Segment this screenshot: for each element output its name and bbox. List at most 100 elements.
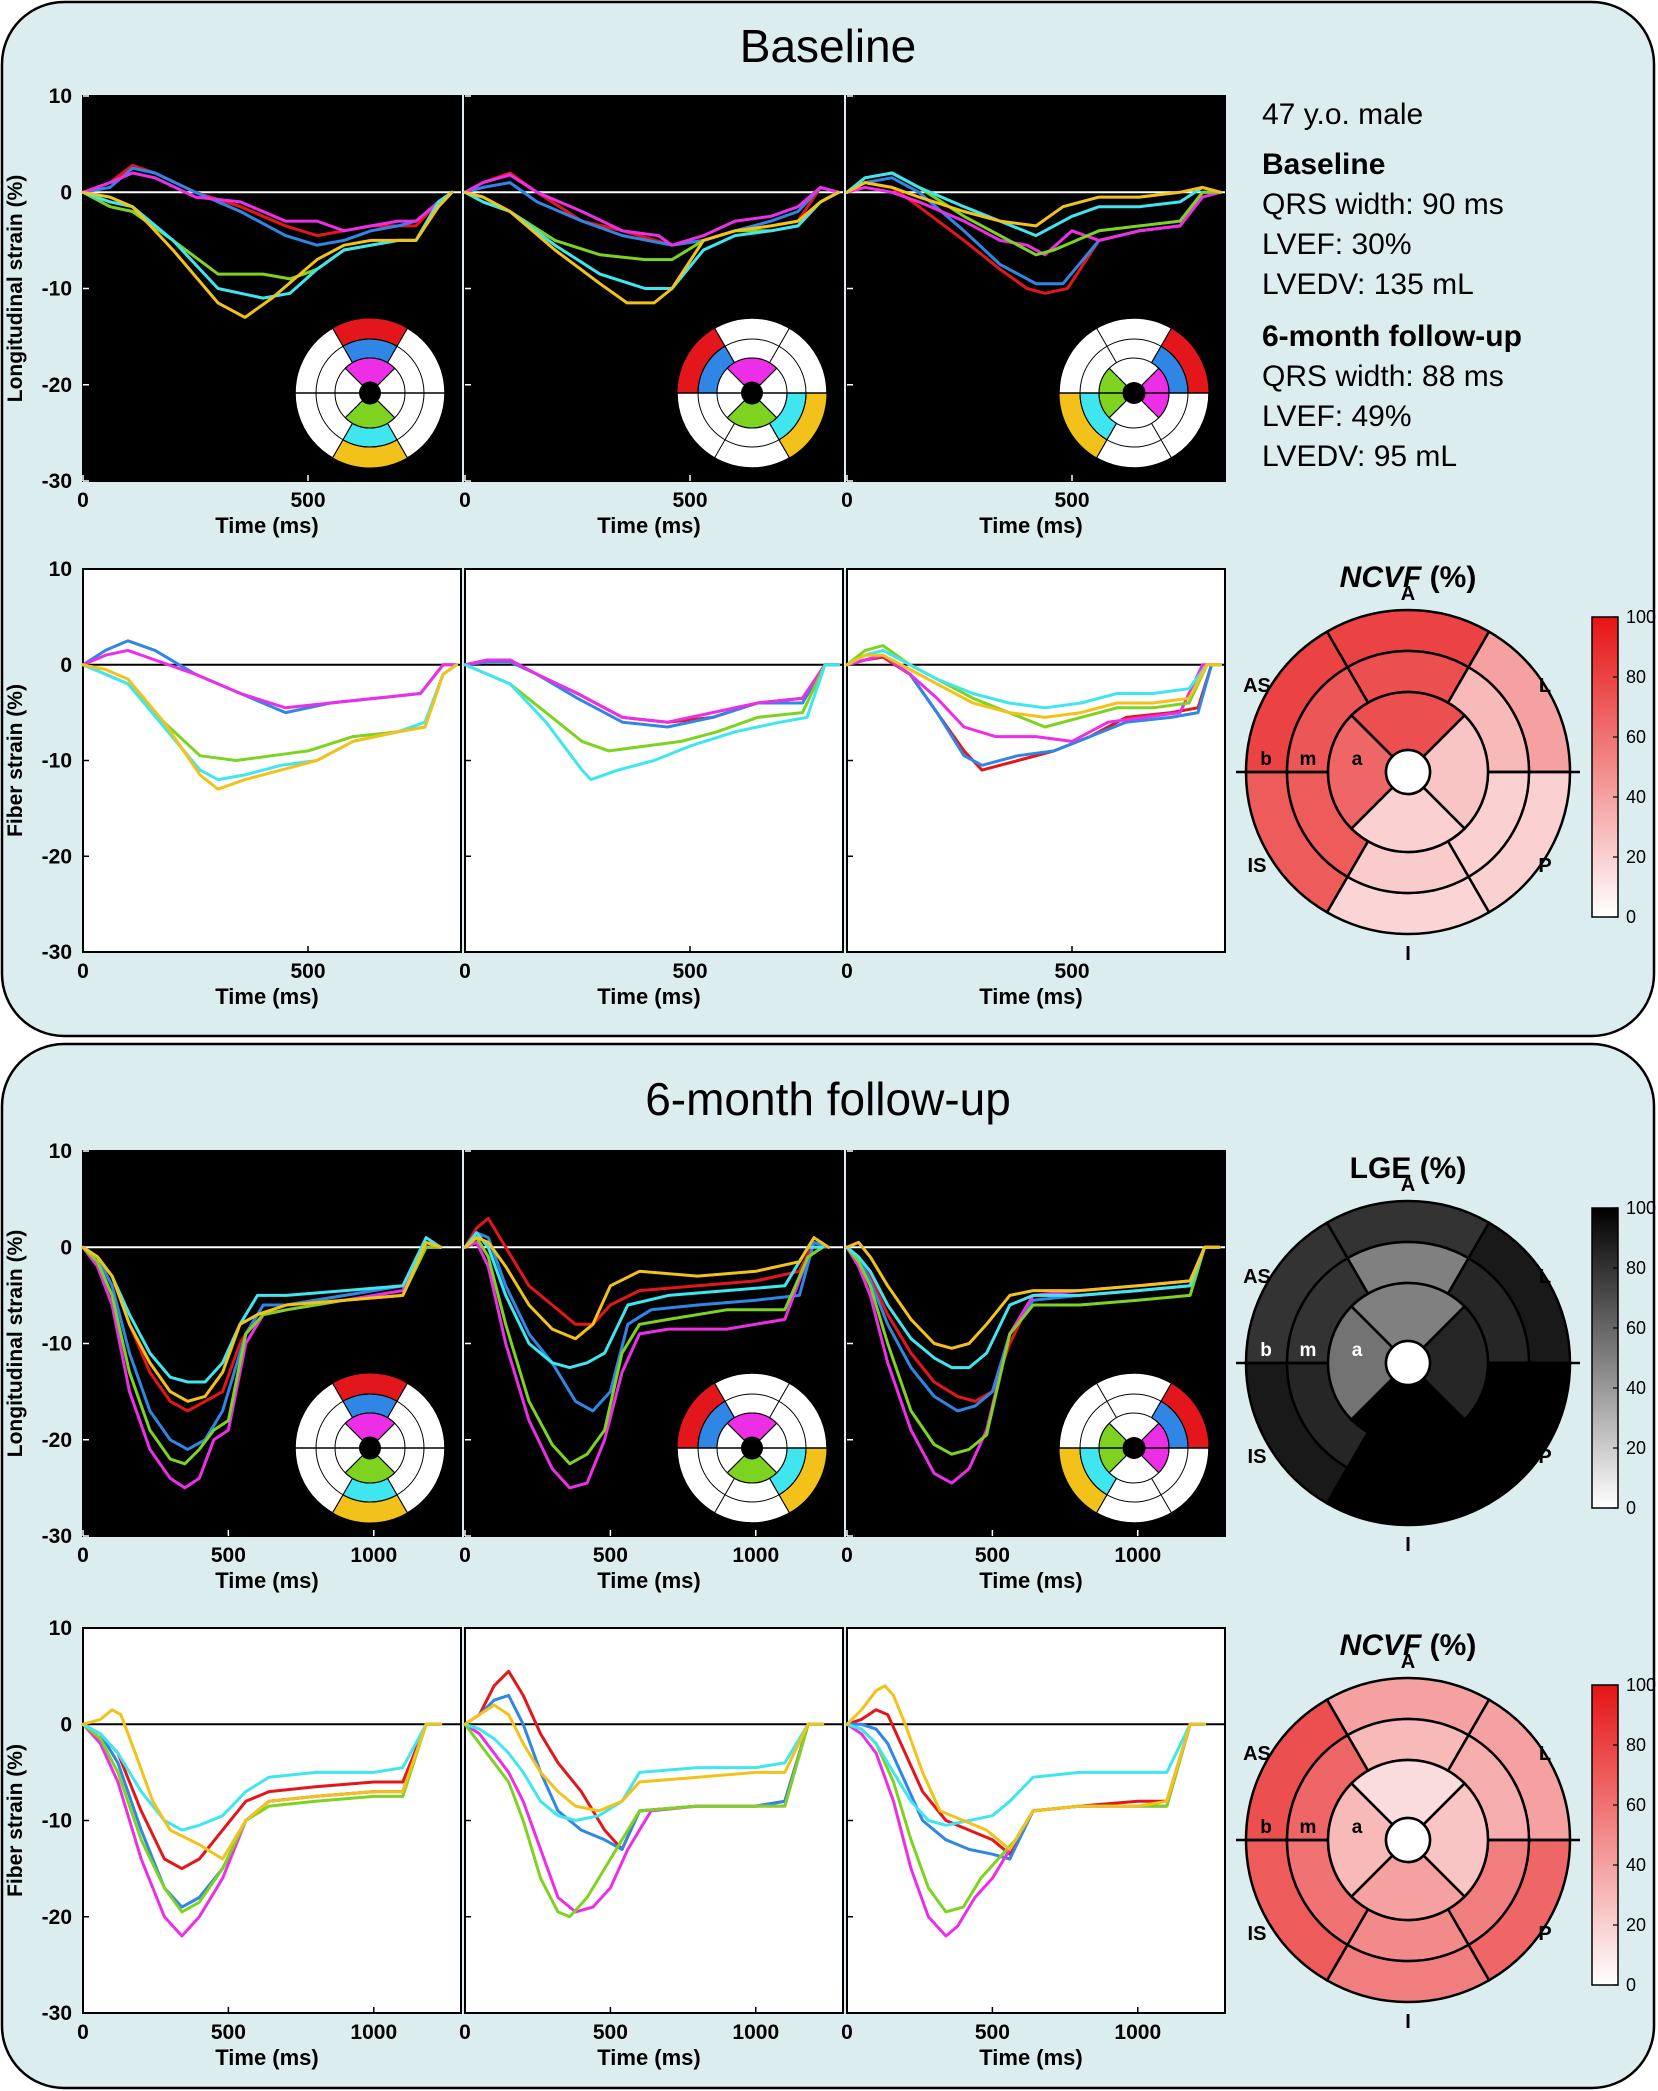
x-axis-label: Time (ms) xyxy=(597,513,701,538)
patient-info: 47 y.o. male Baseline QRS width: 90 ms L… xyxy=(1262,98,1522,473)
series-line-green xyxy=(81,1722,443,1914)
x-tick-label: 500 xyxy=(975,2021,1010,2044)
series-line-cyan xyxy=(463,1722,825,1822)
colorbar-tick-label: 0 xyxy=(1626,907,1636,927)
mini-divider xyxy=(344,1422,363,1441)
mini-divider xyxy=(1108,400,1127,419)
x-tick-label: 0 xyxy=(459,960,471,983)
followup-qrs: QRS width: 88 ms xyxy=(1262,360,1504,393)
y-tick-label: -10 xyxy=(42,750,72,773)
bullseye-title-main: NCVF xyxy=(1340,1629,1422,1662)
series-line-cyan xyxy=(463,663,840,782)
label-posterior: P xyxy=(1538,855,1551,877)
label-lateral: L xyxy=(1539,1266,1551,1288)
mini-divider xyxy=(344,367,363,386)
colorbar-tick-label: 60 xyxy=(1626,1318,1646,1338)
segment-bullseye-icon xyxy=(1058,317,1210,469)
mini-divider xyxy=(1096,1478,1117,1514)
label-anterior: A xyxy=(1401,1651,1415,1673)
mini-divider xyxy=(332,1382,353,1418)
mini-divider xyxy=(1096,1382,1117,1418)
series-line-cyan xyxy=(463,1231,825,1370)
label-lateral: L xyxy=(1539,1743,1551,1765)
mini-divider xyxy=(377,400,396,419)
x-tick-label: 0 xyxy=(841,489,853,512)
series-line-yellow xyxy=(81,190,454,319)
plot-area xyxy=(846,1627,1226,2014)
colorbar-tick-label: 20 xyxy=(1626,1915,1646,1935)
label-inferior: I xyxy=(1405,1534,1411,1556)
baseline-lvedv: LVEDV: 135 mL xyxy=(1262,268,1474,301)
x-axis-label: Time (ms) xyxy=(979,1568,1083,1593)
mini-divider xyxy=(1151,1478,1172,1514)
title-baseline: Baseline xyxy=(740,20,916,72)
x-tick-label: 500 xyxy=(1054,960,1089,983)
x-tick-label: 500 xyxy=(290,489,325,512)
mini-divider xyxy=(769,327,790,363)
plot-panel-3-2: 0 500 1000 Time (ms) xyxy=(459,1150,844,1593)
series-line-magenta xyxy=(463,1240,825,1490)
y-axis-label: Longitudinal strain (%) xyxy=(4,175,27,402)
series-line-cyan xyxy=(845,1722,1207,1827)
series-line-blue xyxy=(463,660,840,729)
x-tick-label: 0 xyxy=(77,960,89,983)
colorbar-tick-label: 100 xyxy=(1626,607,1656,627)
label-posterior: P xyxy=(1538,1923,1551,1945)
y-tick-label: -30 xyxy=(42,941,72,964)
colorbar-tick-label: 60 xyxy=(1626,727,1646,747)
mini-divider xyxy=(1151,327,1172,363)
x-axis-label: Time (ms) xyxy=(215,513,319,538)
series-line-blue xyxy=(463,1693,825,1851)
x-axis-label: Time (ms) xyxy=(215,1568,319,1593)
bullseye-center xyxy=(1384,748,1432,796)
mini-divider xyxy=(1151,1382,1172,1418)
bullseye-title: LGE (%) xyxy=(1350,1152,1467,1185)
y-tick-label: -10 xyxy=(42,1333,72,1356)
y-tick-label: 10 xyxy=(49,1140,72,1163)
series-line-magenta xyxy=(463,173,840,247)
series-line-magenta xyxy=(81,648,458,710)
label-basal: b xyxy=(1260,1340,1272,1361)
y-axis-label: Fiber strain (%) xyxy=(4,684,27,837)
series-line-magenta xyxy=(463,658,840,724)
mini-divider xyxy=(769,423,790,459)
mini-divider xyxy=(714,1478,735,1514)
colorbar xyxy=(1591,1207,1619,1509)
x-tick-label: 500 xyxy=(975,1544,1010,1567)
x-tick-label: 1000 xyxy=(350,2021,397,2044)
y-tick-label: -10 xyxy=(42,1810,72,1833)
segment-bullseye-icon xyxy=(1058,1372,1210,1524)
mini-divider xyxy=(377,367,396,386)
plot-panel-4-3: 0 500 1000 Time (ms) xyxy=(841,1627,1226,2070)
label-mid: m xyxy=(1300,1340,1317,1361)
baseline-info-heading: Baseline xyxy=(1262,148,1385,181)
title-followup: 6-month follow-up xyxy=(645,1073,1011,1125)
x-axis-label: Time (ms) xyxy=(597,1568,701,1593)
label-anterior: A xyxy=(1401,583,1415,605)
bullseye-title-unit: (%) xyxy=(1411,1152,1466,1185)
mini-divider xyxy=(759,400,778,419)
mini-center xyxy=(1123,1437,1145,1459)
mini-divider xyxy=(1108,1422,1127,1441)
mini-divider xyxy=(769,1478,790,1514)
series-line-cyan xyxy=(845,171,1222,238)
segment-bullseye-icon xyxy=(294,1372,446,1524)
y-tick-label: -20 xyxy=(42,374,72,397)
label-inferoseptal: IS xyxy=(1248,855,1267,877)
y-tick-label: 10 xyxy=(49,85,72,108)
mini-divider xyxy=(714,1382,735,1418)
mini-divider xyxy=(344,400,363,419)
x-axis-label: Time (ms) xyxy=(597,2045,701,2070)
label-anteroseptal: AS xyxy=(1243,675,1271,697)
x-tick-label: 0 xyxy=(77,2021,89,2044)
series-line-green xyxy=(463,1236,825,1466)
plot-row-4: Fiber strain (%)100-10-20-300 500 1000Time… xyxy=(4,1617,1226,2070)
mini-divider xyxy=(1096,327,1117,363)
label-apical: a xyxy=(1352,749,1363,770)
bullseye-title-unit: (%) xyxy=(1421,561,1476,594)
x-tick-label: 0 xyxy=(459,489,471,512)
